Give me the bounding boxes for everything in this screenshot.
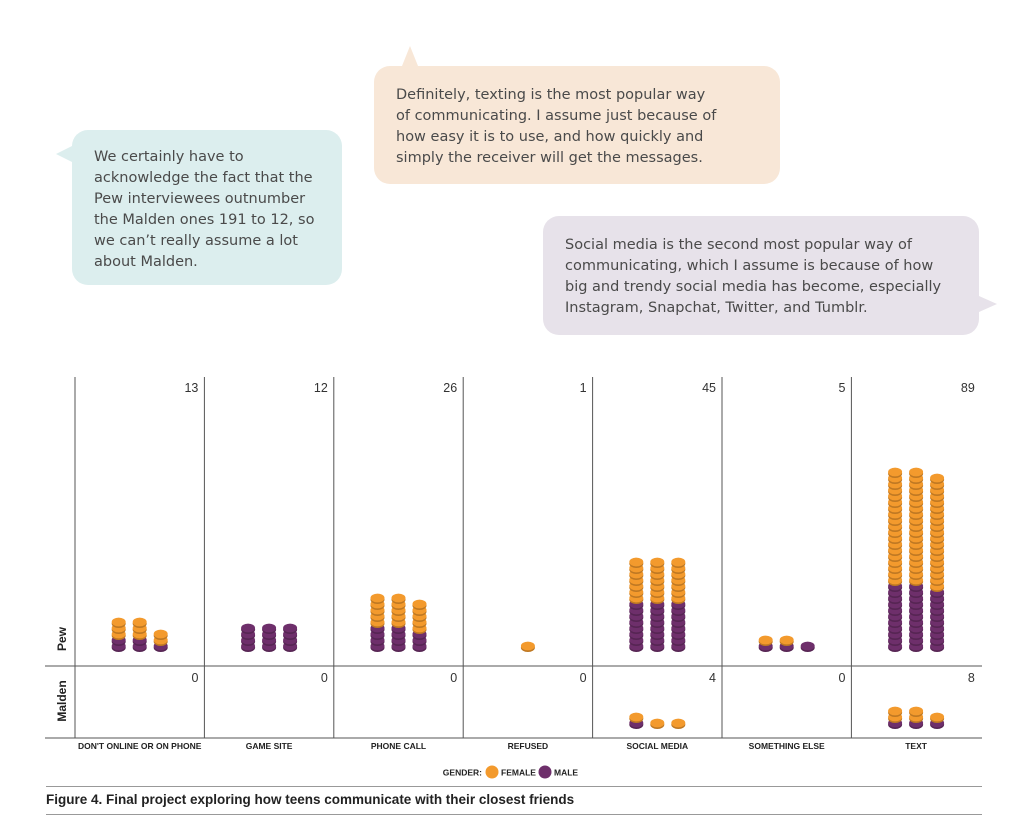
female-coin [671,557,686,567]
female-coin [520,641,535,651]
female-coin [391,593,406,603]
category-label: PHONE CALL [371,741,426,751]
legend-male-label: MALE [554,768,578,778]
caption-rule [46,814,982,815]
category-label: GAME SITE [246,741,293,751]
female-coin [629,557,644,567]
bubble-tail [56,146,72,162]
pictogram-chart: Pew Malden 13 0 DON'T ONLINE OR ON PHONE 12 0 G… [45,377,982,779]
female-coin [930,712,945,722]
pew-total-label: 26 [443,381,457,395]
male-coin [241,623,256,633]
malden-total-label: 0 [450,671,457,685]
pew-total-label: 5 [838,381,845,395]
legend-title: GENDER: [443,768,482,778]
row-label: Malden [55,680,69,721]
pew-total-label: 12 [314,381,328,395]
legend-female-label: FEMALE [501,768,536,778]
speech-bubble-sample-size: We certainly have to acknowledge the fac… [56,130,342,285]
malden-total-label: 4 [709,671,716,685]
female-coin [132,617,147,627]
category-label: SOCIAL MEDIA [626,741,688,751]
male-coin [283,623,298,633]
female-coin [888,467,903,477]
bubble-text-line: we can’t really assume a lot [94,233,298,249]
malden-total-label: 0 [580,671,587,685]
bubble-tail [979,296,997,312]
bubble-text-line: Pew interviewees outnumber [94,191,306,207]
pew-total-label: 13 [184,381,198,395]
pew-total-label: 89 [961,381,975,395]
malden-total-label: 0 [321,671,328,685]
male-coin [800,641,815,651]
bubble-text-line: acknowledge the fact that the [94,170,313,186]
female-coin [650,718,665,728]
figure-caption: Figure 4. Final project exploring how te… [46,792,575,807]
female-coin [650,557,665,567]
bubble-text-line: communicating, which I assume is because… [565,258,934,274]
bubble-text-line: Definitely, texting is the most popular … [396,87,706,103]
legend-male-swatch [538,765,552,779]
speech-bubble-texting: Definitely, texting is the most popular … [374,46,780,184]
male-coin [262,623,277,633]
caption-rule [46,786,982,787]
pew-total-label: 45 [702,381,716,395]
female-coin [111,617,126,627]
female-coin [909,706,924,716]
female-coin [888,706,903,716]
category-label: SOMETHING ELSE [749,741,825,751]
female-coin [629,712,644,722]
bubble-text-line: We certainly have to [94,149,244,165]
bubble-text-line: the Malden ones 191 to 12, so [94,212,315,228]
malden-total-label: 8 [968,671,975,685]
female-coin [779,635,794,645]
bubble-text-line: of communicating. I assume just because … [396,108,717,124]
female-coin [412,599,427,609]
bubble-text-line: about Malden. [94,254,198,270]
bubble-text-line: Social media is the second most popular … [565,237,913,253]
female-coin [930,473,945,483]
bubble-text-line: Instagram, Snapchat, Twitter, and Tumblr… [565,300,868,316]
bubble-text-line: how easy it is to use, and how quickly a… [396,129,704,145]
female-coin [370,593,385,603]
female-coin [909,467,924,477]
bubble-text-line: big and trendy social media has become, … [565,279,942,295]
malden-total-label: 0 [191,671,198,685]
malden-total-label: 0 [838,671,845,685]
female-coin [758,635,773,645]
pew-total-label: 1 [580,381,587,395]
bubble-tail [402,46,418,66]
bubble-text-line: simply the receiver will get the message… [396,150,703,166]
category-label: REFUSED [508,741,549,751]
row-label: Pew [55,626,69,651]
female-coin [671,718,686,728]
category-label: TEXT [905,741,928,751]
category-label: DON'T ONLINE OR ON PHONE [78,741,202,751]
female-coin [153,629,168,639]
speech-bubble-social-media: Social media is the second most popular … [543,216,997,335]
legend-female-swatch [485,765,499,779]
